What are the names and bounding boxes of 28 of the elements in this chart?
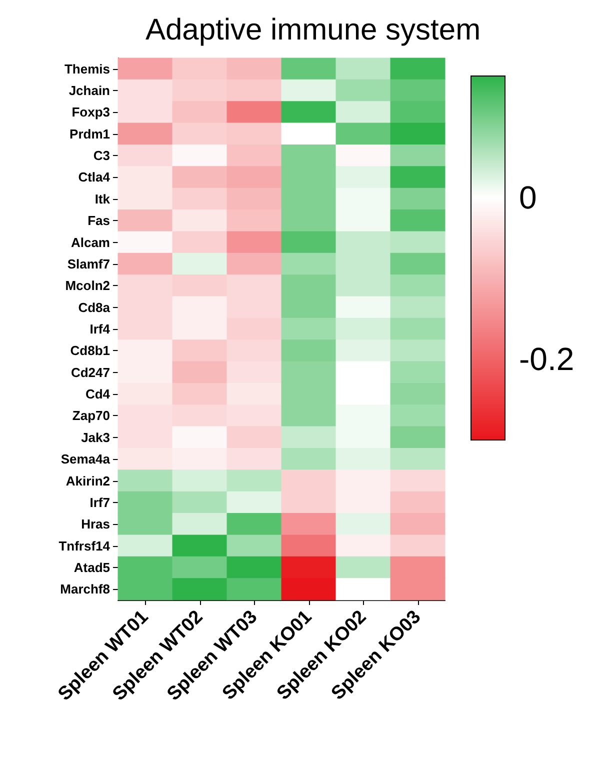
y-tick-label: Mcoln2 [65, 278, 110, 294]
chart-title: Adaptive immune system [145, 14, 481, 46]
y-tick-label: Alcam [70, 234, 110, 250]
y-tick-label: Ctla4 [78, 170, 111, 185]
y-tick-label: Itk [94, 191, 111, 206]
y-tick-label: Themis [64, 61, 110, 76]
y-tick-label: Atad5 [74, 560, 110, 575]
y-tick-label: Cd247 [70, 364, 110, 380]
y-tick-label: Foxp3 [72, 104, 110, 120]
y-tick-label: Marchf8 [60, 582, 110, 597]
y-tick-label: Akirin2 [66, 473, 110, 488]
y-tick-label: Hras [81, 516, 110, 532]
color-bar-label: -0.2 [519, 341, 574, 378]
y-tick-label: Zap70 [72, 408, 110, 424]
y-tick-label: Cd8a [78, 300, 111, 315]
y-tick-label: Fas [88, 213, 110, 228]
y-tick-label: Irf4 [90, 322, 111, 336]
y-tick-label: Prdm1 [70, 126, 110, 142]
y-tick-label: Jchain [68, 83, 110, 98]
y-tick-label: Tnfrsf14 [58, 538, 111, 554]
y-tick-label: Slamf7 [67, 256, 110, 272]
y-tick-label: Cd8b1 [70, 343, 110, 358]
y-tick-label: C3 [93, 148, 110, 164]
y-tick-label: Jak3 [81, 430, 110, 445]
y-tick-label: Sema4a [60, 452, 111, 467]
y-tick-label: Irf7 [90, 494, 110, 510]
y-tick-label: Cd4 [85, 386, 111, 402]
color-bar-label: 0 [519, 179, 537, 216]
